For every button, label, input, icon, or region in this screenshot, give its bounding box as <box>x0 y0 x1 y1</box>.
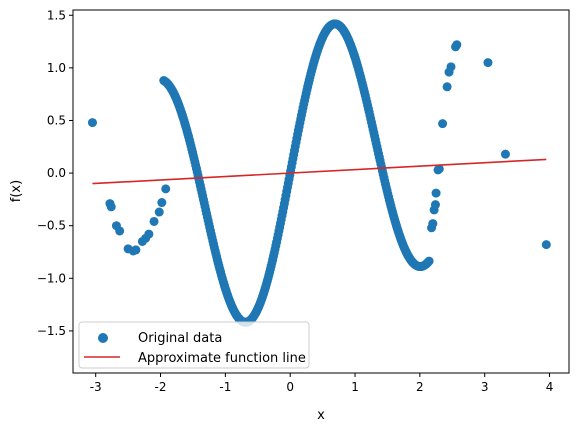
legend-marker-original-data <box>98 333 108 343</box>
y-axis-label: f(x) <box>9 180 24 202</box>
approx-function-line <box>92 158 547 185</box>
legend-label-approx-line: Approximate function line <box>138 351 306 366</box>
plot-frame <box>72 9 570 374</box>
data-point <box>144 229 154 239</box>
data-point <box>438 119 448 129</box>
data-point <box>446 62 456 72</box>
legend: Original data Approximate function line <box>78 321 310 369</box>
data-point <box>431 188 441 198</box>
x-tick-label: 1 <box>351 380 359 394</box>
data-point <box>442 82 452 92</box>
y-tick-label: 0.0 <box>47 166 66 180</box>
data-point <box>115 226 125 236</box>
y-tick-label: 1.0 <box>47 61 66 75</box>
x-tick-label: -1 <box>219 380 231 394</box>
data-point <box>430 200 440 210</box>
y-tick-label: −0.5 <box>37 219 66 233</box>
x-tick-label: 0 <box>286 380 294 394</box>
y-tick-label: −1.5 <box>37 324 66 338</box>
x-axis-label: x <box>317 408 325 423</box>
data-point <box>434 164 444 174</box>
data-point <box>87 118 97 128</box>
data-point <box>500 149 510 159</box>
data-point <box>428 219 438 229</box>
data-point <box>154 207 164 217</box>
data-point <box>541 240 551 250</box>
x-axis: -3 -2 -1 0 1 2 3 4 <box>90 373 554 394</box>
data-point <box>157 198 167 208</box>
y-axis: −1.5 −1.0 −0.5 0.0 0.5 1.0 1.5 <box>37 8 73 338</box>
data-point <box>483 58 493 68</box>
x-tick-label: -2 <box>155 380 167 394</box>
y-tick-label: 0.5 <box>47 113 66 127</box>
data-point <box>131 245 141 255</box>
plot-area <box>87 19 551 327</box>
y-tick-label: 1.5 <box>47 8 66 22</box>
data-point <box>106 202 116 212</box>
legend-box <box>78 321 310 369</box>
data-point <box>149 216 159 226</box>
data-point <box>161 184 171 194</box>
x-tick-label: 4 <box>546 380 554 394</box>
x-tick-label: -3 <box>90 380 102 394</box>
legend-label-original-data: Original data <box>138 331 222 346</box>
data-point <box>424 256 434 266</box>
x-tick-label: 3 <box>481 380 489 394</box>
y-tick-label: −1.0 <box>37 271 66 285</box>
data-point <box>452 40 462 50</box>
x-tick-label: 2 <box>416 380 424 394</box>
